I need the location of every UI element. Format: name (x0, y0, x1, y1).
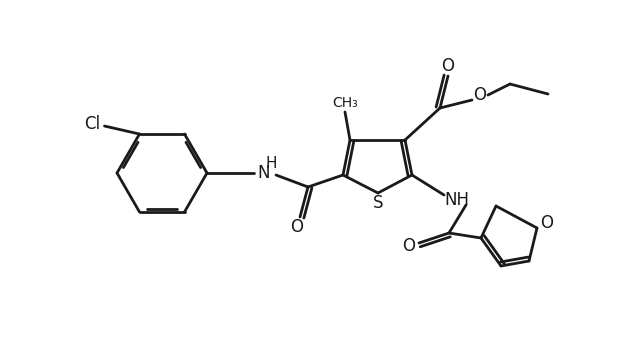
Text: O: O (474, 86, 486, 104)
Text: O: O (442, 57, 454, 75)
Text: Cl: Cl (84, 115, 100, 133)
Text: CH₃: CH₃ (332, 96, 358, 110)
Text: O: O (541, 214, 554, 232)
Text: N: N (258, 164, 270, 182)
Text: NH: NH (445, 191, 470, 209)
Text: O: O (403, 237, 415, 255)
Text: O: O (291, 218, 303, 236)
Text: S: S (372, 194, 383, 212)
Text: H: H (265, 156, 276, 170)
